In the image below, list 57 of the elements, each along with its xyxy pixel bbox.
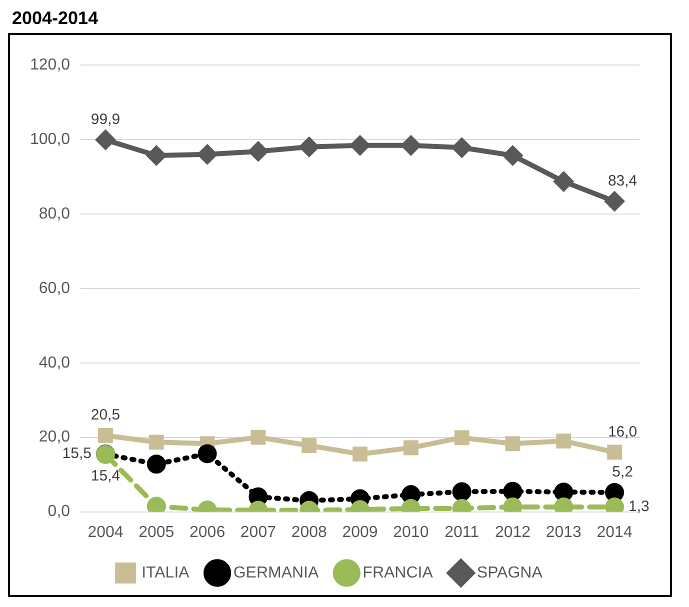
point [350,136,370,155]
point [503,146,522,165]
x-tick-label: 2011 [444,524,480,541]
x-tick-label: 2012 [494,524,531,541]
point [300,137,319,156]
point [248,142,268,161]
point [454,430,470,446]
data-label: 20,5 [90,406,120,424]
point [302,438,317,453]
data-label: 16,0 [608,423,638,440]
data-label: 5,2 [612,464,633,481]
point [146,454,166,474]
point [352,446,368,462]
point [605,192,624,211]
y-tick-label: 40,0 [38,354,70,372]
y-tick-label: 100,0 [30,130,70,148]
y-tick-label: 60,0 [38,280,70,297]
point [98,428,113,443]
point [146,146,166,165]
point [148,434,164,450]
point [198,444,217,464]
x-tick-label: 2009 [342,524,378,541]
chart-title: 2004-2014 [12,8,100,29]
data-label: 83,4 [608,172,638,190]
x-tick-label: 2006 [190,524,226,541]
x-tick-label: 2013 [546,524,582,541]
point [452,482,472,502]
point [198,144,217,164]
x-tick-label: 2010 [393,524,429,541]
point [554,172,574,192]
point [452,138,472,158]
data-label: 1,3 [628,498,650,516]
x-tick-label: 2008 [291,524,328,541]
y-tick-label: 120,0 [30,56,70,74]
point [503,482,522,501]
point [250,430,266,445]
point [605,482,624,502]
legend-label: ITALIA [142,564,190,582]
data-label: 15,5 [62,445,92,462]
data-label: 15,4 [90,468,120,485]
y-tick-label: 20,0 [38,428,70,446]
data-label: 99,9 [90,110,120,128]
point [556,434,572,449]
point [403,440,418,456]
point [96,130,115,150]
x-tick-label: 2004 [88,524,124,541]
legend-label: FRANCIA [362,564,434,582]
point [505,436,520,452]
point [607,444,622,460]
x-tick-label: 2014 [596,524,632,541]
x-tick-label: 2007 [240,524,276,541]
y-tick-label: 0,0 [48,503,70,520]
point [401,136,420,155]
x-tick-label: 2005 [138,524,174,541]
legend-label: GERMANIA [233,564,319,582]
legend-label: SPAGNA [476,564,543,582]
y-tick-label: 80,0 [38,205,70,222]
